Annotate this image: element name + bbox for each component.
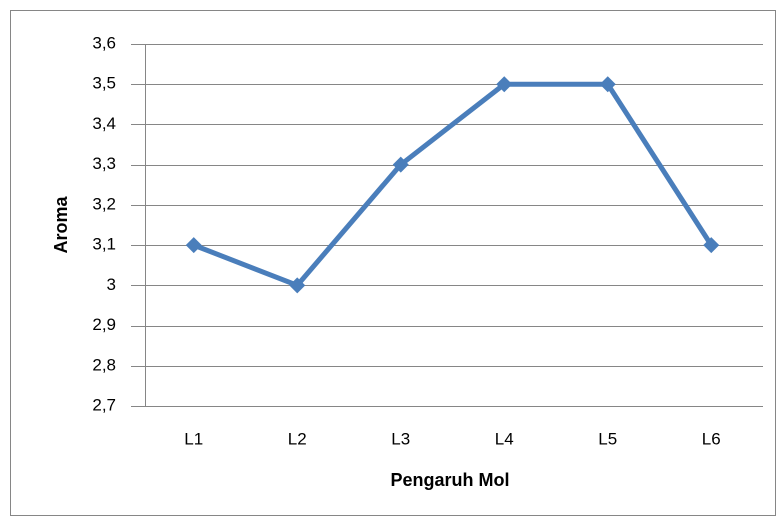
y-tick-label: 2,7 (92, 395, 116, 414)
x-axis-title: Pengaruh Mol (390, 470, 509, 490)
y-tick-label: 3 (107, 275, 116, 294)
x-tick-label: L4 (495, 429, 514, 448)
data-marker (496, 76, 513, 93)
y-tick-label: 3,1 (92, 235, 116, 254)
data-marker (289, 277, 306, 294)
y-tick-label: 3,2 (92, 194, 116, 213)
y-tick-label: 2,9 (92, 315, 116, 334)
y-tick-label: 3,3 (92, 154, 116, 173)
data-marker (392, 156, 409, 173)
x-tick-label: L6 (702, 429, 721, 448)
data-marker (703, 237, 720, 254)
y-tick-label: 2,8 (92, 355, 116, 374)
x-tick-label: L5 (598, 429, 617, 448)
data-marker (185, 237, 202, 254)
x-tick-label: L3 (391, 429, 410, 448)
data-line (192, 81, 714, 288)
y-tick-label: 3,6 (92, 33, 116, 52)
y-tick-label: 3,4 (92, 114, 116, 133)
y-tick-label: 3,5 (92, 74, 116, 93)
x-tick-label: L1 (184, 429, 203, 448)
chart-frame (10, 10, 776, 516)
x-tick-label: L2 (288, 429, 307, 448)
y-axis-title: Aroma (51, 196, 71, 254)
data-marker (599, 76, 616, 93)
